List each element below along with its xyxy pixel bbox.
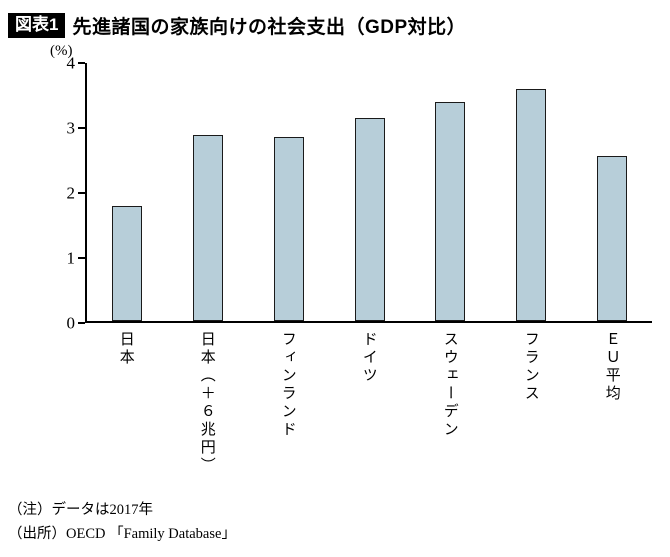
category-label: 日本 bbox=[117, 331, 135, 367]
y-tick-mark bbox=[78, 257, 85, 259]
bar-フィンランド bbox=[273, 137, 304, 321]
y-tick-label: 1 bbox=[66, 248, 76, 268]
plot-area-wrapper: 0 1 2 3 4 bbox=[67, 55, 652, 332]
bar-ドイツ bbox=[354, 117, 385, 321]
y-tick-label: 3 bbox=[66, 118, 76, 138]
bar-slot bbox=[491, 63, 572, 321]
bar-slot bbox=[329, 63, 410, 321]
y-tick-mark bbox=[78, 192, 85, 194]
category-label: フィンランド bbox=[279, 331, 297, 439]
footnotes: （注）データは2017年 （出所）OECD 「Family Database」 bbox=[8, 498, 236, 547]
bar-ＥＵ平均 bbox=[596, 155, 627, 321]
bar-slot bbox=[87, 63, 168, 321]
figure-badge: 図表1 bbox=[8, 12, 66, 39]
bar-slot bbox=[168, 63, 249, 321]
bar-スウェーデン bbox=[435, 101, 466, 321]
category-label: 日本（＋６兆円） bbox=[198, 331, 216, 475]
bar-日本 bbox=[112, 206, 143, 321]
category-label: ＥＵ平均 bbox=[603, 331, 621, 403]
y-tick-mark bbox=[78, 62, 85, 64]
category-label: フランス bbox=[522, 331, 540, 403]
figure-header: 図表1 先進諸国の家族向けの社会支出（GDP対比） bbox=[0, 0, 670, 39]
category-label-slot: 日本（＋６兆円） bbox=[166, 323, 247, 488]
category-label-slot: ＥＵ平均 bbox=[571, 323, 652, 488]
y-tick-label: 4 bbox=[66, 53, 76, 73]
category-label-slot: スウェーデン bbox=[409, 323, 490, 488]
x-axis-category-labels: 日本 日本（＋６兆円） フィンランド ドイツ スウェーデン フランス ＥＵ平均 bbox=[85, 323, 652, 488]
bar-日本（＋６兆円） bbox=[193, 135, 224, 321]
note-source: （出所）OECD 「Family Database」 bbox=[8, 526, 236, 543]
category-label: スウェーデン bbox=[441, 331, 459, 439]
category-label-slot: ドイツ bbox=[328, 323, 409, 488]
bar-slot bbox=[248, 63, 329, 321]
bar-slot bbox=[410, 63, 491, 321]
bar-slot bbox=[571, 63, 652, 321]
category-label: ドイツ bbox=[360, 331, 378, 385]
y-tick-mark bbox=[78, 127, 85, 129]
plot-area bbox=[85, 63, 652, 323]
y-tick-label: 2 bbox=[66, 183, 76, 203]
bar-chart: (%) 0 1 2 3 4 日本 日本（＋６兆円） フィンランド ドイツ スウェーデン フランス Ｅ… bbox=[0, 43, 670, 488]
y-tick-mark bbox=[78, 322, 85, 324]
y-tick-label: 0 bbox=[66, 313, 76, 333]
y-axis-unit-label: (%) bbox=[50, 43, 73, 59]
page-title: 先進諸国の家族向けの社会支出（GDP対比） bbox=[72, 17, 467, 38]
bar-フランス bbox=[515, 88, 546, 321]
category-label-slot: 日本 bbox=[85, 323, 166, 488]
category-label-slot: フィンランド bbox=[247, 323, 328, 488]
category-label-slot: フランス bbox=[490, 323, 571, 488]
note-data-year: （注）データは2017年 bbox=[8, 501, 153, 518]
